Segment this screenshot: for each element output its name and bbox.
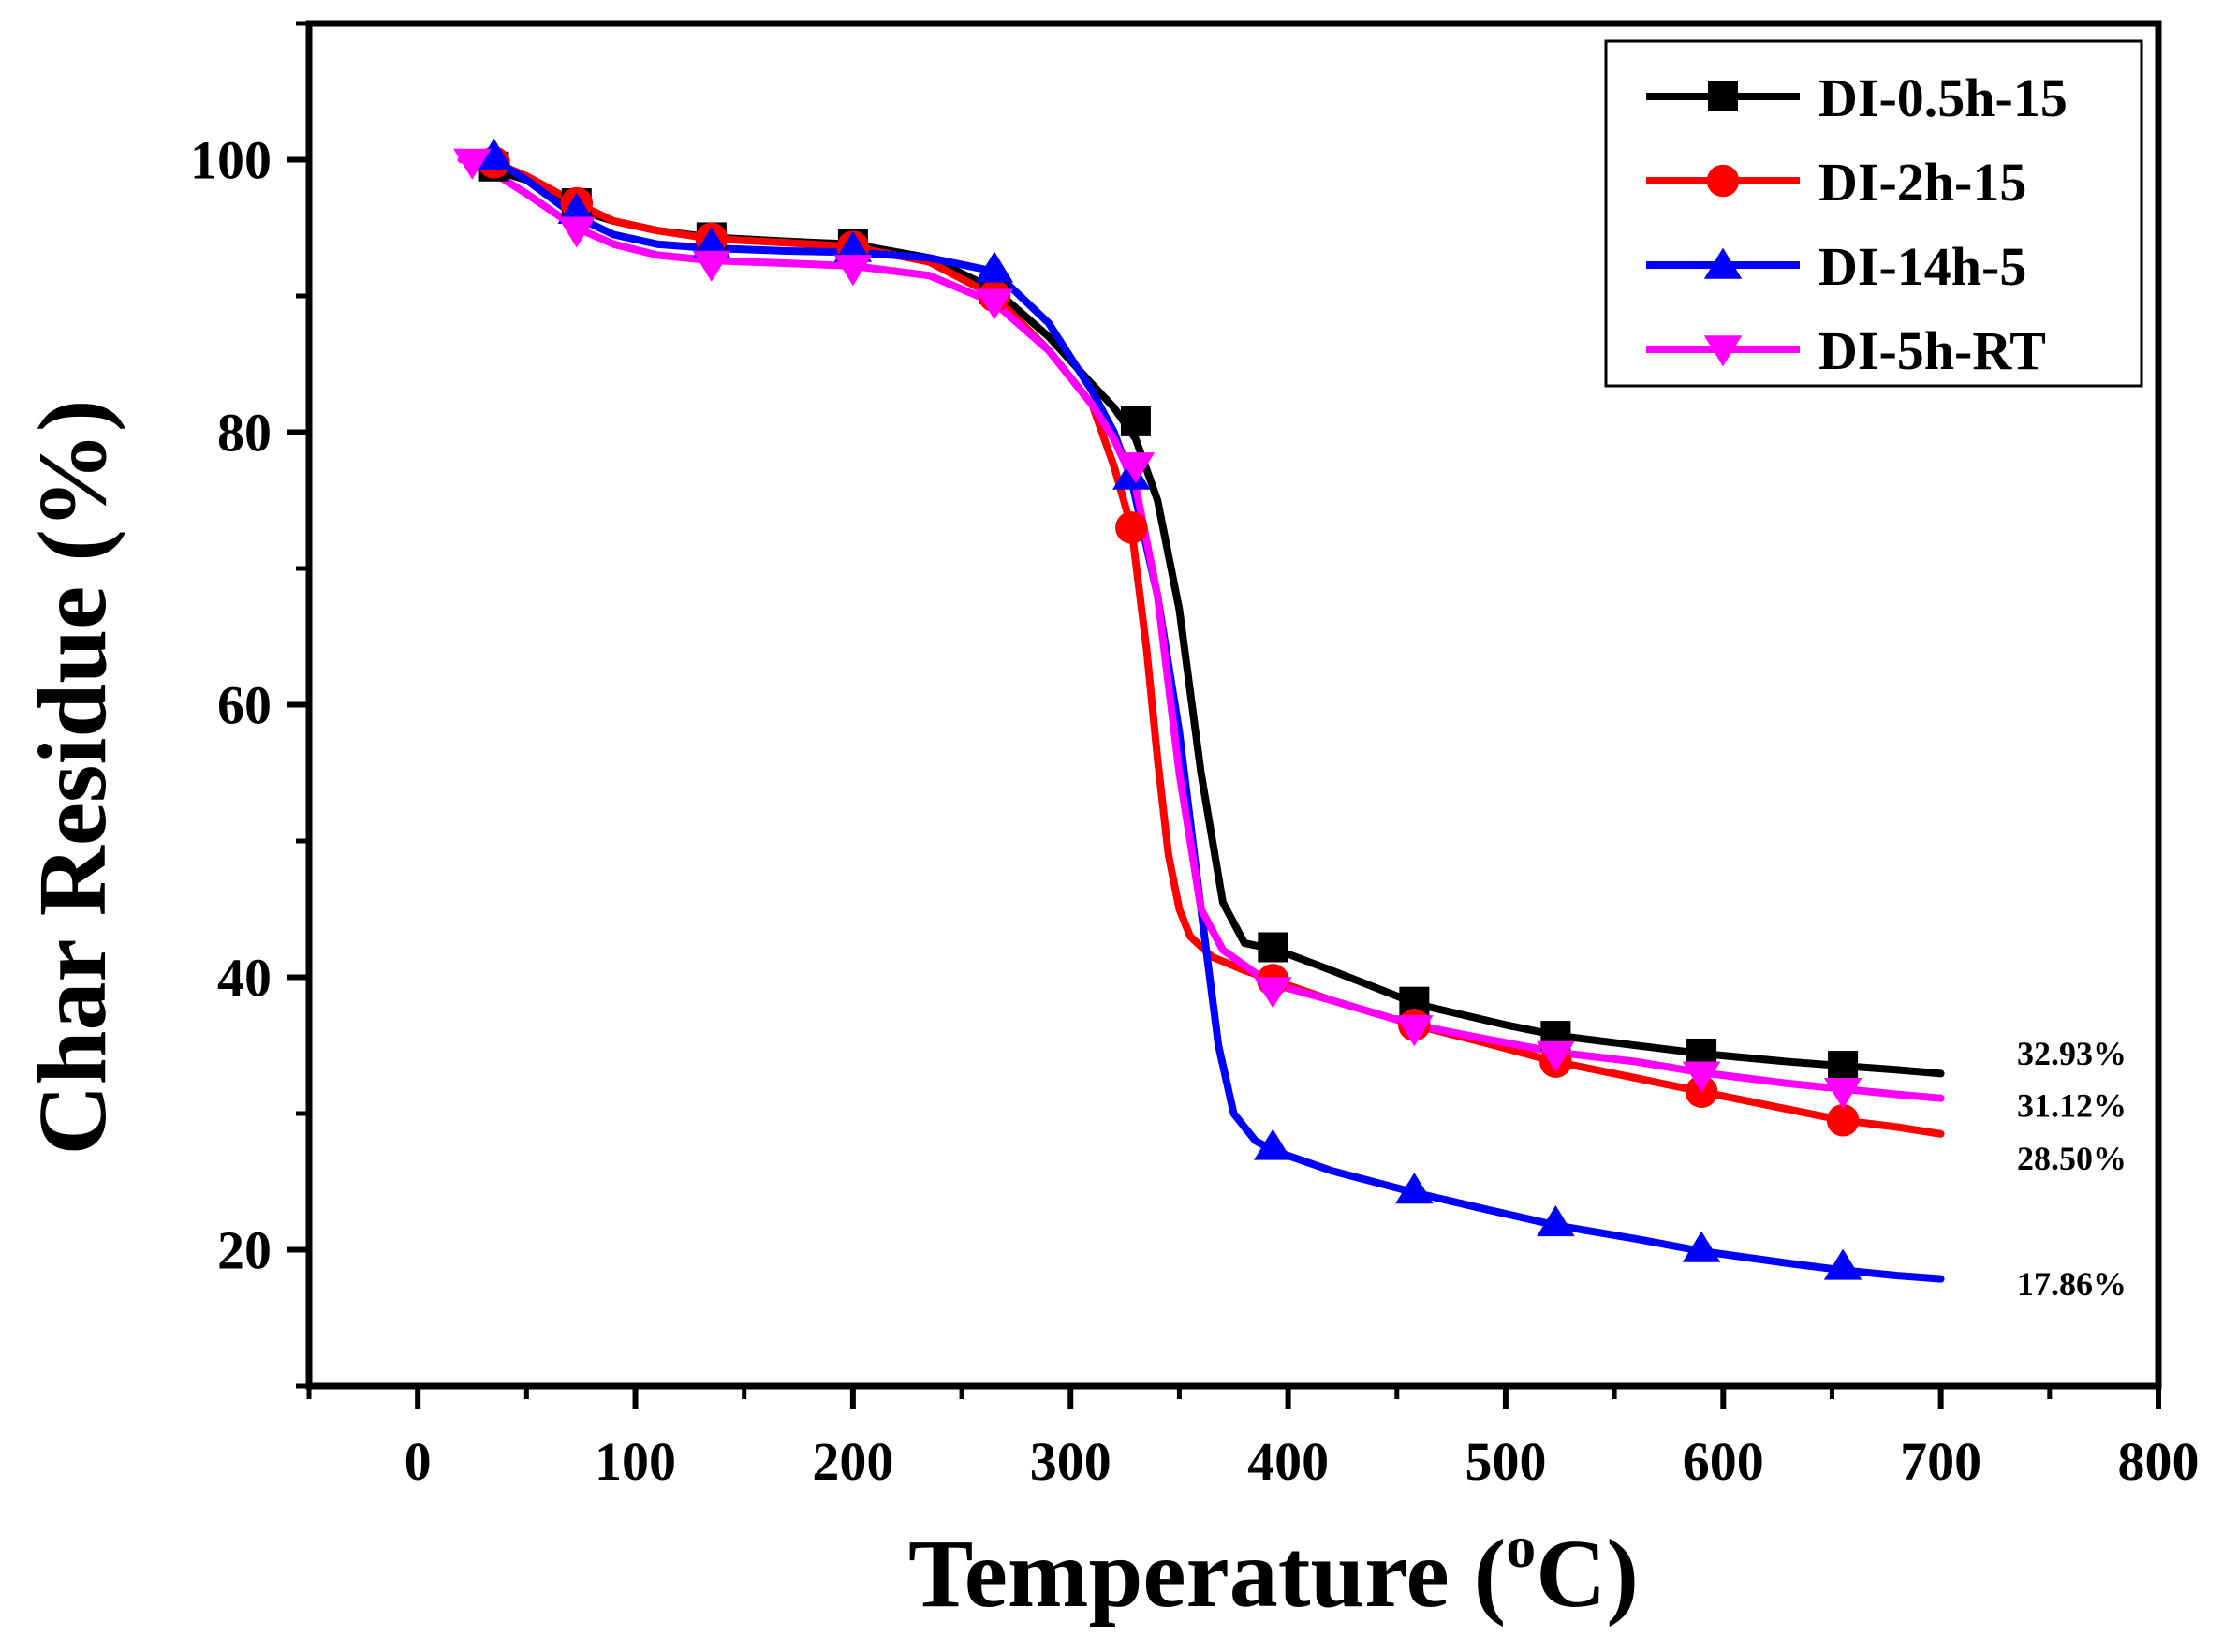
legend-label: DI-14h-5 — [1818, 236, 2026, 297]
legend-label: DI-0.5h-15 — [1818, 67, 2068, 128]
x-axis-title: Temperature (oC) — [908, 1513, 1639, 1628]
x-tick-label: 200 — [812, 1431, 893, 1492]
end-value-label: 17.86% — [2017, 1265, 2127, 1303]
data-point-marker — [1395, 1015, 1434, 1047]
data-point-marker — [1120, 406, 1151, 436]
data-point-marker — [1826, 1103, 1860, 1137]
legend-label: DI-2h-15 — [1818, 152, 2026, 213]
data-point-marker — [1115, 511, 1148, 544]
y-tick-label: 40 — [217, 948, 272, 1009]
legend: DI-0.5h-15 DI-2h-15 DI-14h-5 DI-5h-RT — [1604, 39, 2143, 388]
legend-marker — [1706, 164, 1740, 198]
data-point-marker — [692, 227, 731, 258]
y-tick-label: 60 — [217, 675, 272, 736]
data-point-marker — [1395, 1173, 1434, 1204]
data-point-marker — [1116, 452, 1156, 484]
data-point-marker — [975, 288, 1014, 320]
data-point-marker — [1823, 1078, 1862, 1110]
y-tick-label: 80 — [217, 403, 272, 464]
data-point-marker — [975, 251, 1014, 283]
y-axis-title: Char Residue (%) — [19, 400, 126, 1156]
x-tick-label: 400 — [1247, 1431, 1329, 1492]
series-line-1 — [468, 158, 1945, 1138]
data-point-marker — [692, 250, 731, 282]
y-axis-ticks: 20 40 60 80 100 — [190, 21, 309, 1389]
end-value-annotations: 32.93% 31.12% 28.50% 17.86% — [2017, 1035, 2127, 1303]
data-point-marker — [1254, 1128, 1292, 1160]
data-point-marker — [557, 192, 596, 225]
data-point-marker — [833, 255, 873, 287]
x-tick-label: 700 — [1900, 1431, 1981, 1492]
data-point-marker — [1823, 1248, 1862, 1280]
legend-marker — [1703, 335, 1743, 367]
x-axis-ticks: 0 100 200 300 400 500 600 700 800 — [306, 1386, 2200, 1492]
end-value-label: 28.50% — [2017, 1140, 2127, 1177]
data-point-marker — [1254, 977, 1292, 1009]
data-point-marker — [1828, 1051, 1859, 1082]
end-value-label: 31.12% — [2017, 1086, 2127, 1124]
legend-label: DI-5h-RT — [1818, 320, 2046, 381]
data-point-marker — [453, 148, 492, 180]
data-point-marker — [1258, 932, 1288, 963]
data-point-marker — [833, 230, 873, 262]
series-markers — [453, 138, 1862, 1280]
series-lines — [457, 155, 1945, 1283]
data-point-marker — [1682, 1231, 1721, 1262]
x-tick-label: 800 — [2118, 1431, 2200, 1492]
x-tick-label: 0 — [405, 1431, 432, 1492]
legend-marker — [1703, 247, 1743, 279]
x-tick-label: 100 — [595, 1431, 676, 1492]
series-line-3 — [457, 155, 1945, 1102]
end-value-label: 32.93% — [2017, 1035, 2127, 1072]
x-tick-label: 600 — [1683, 1431, 1764, 1492]
data-point-marker — [1682, 1061, 1721, 1093]
data-point-marker — [1537, 1205, 1575, 1237]
data-point-marker — [1537, 1040, 1575, 1072]
x-tick-label: 300 — [1030, 1431, 1112, 1492]
x-tick-label: 500 — [1465, 1431, 1546, 1492]
data-point-marker — [557, 216, 596, 248]
y-tick-label: 20 — [217, 1220, 272, 1281]
y-tick-label: 100 — [190, 130, 272, 191]
legend-marker — [1708, 81, 1738, 111]
data-point-marker — [475, 138, 513, 170]
